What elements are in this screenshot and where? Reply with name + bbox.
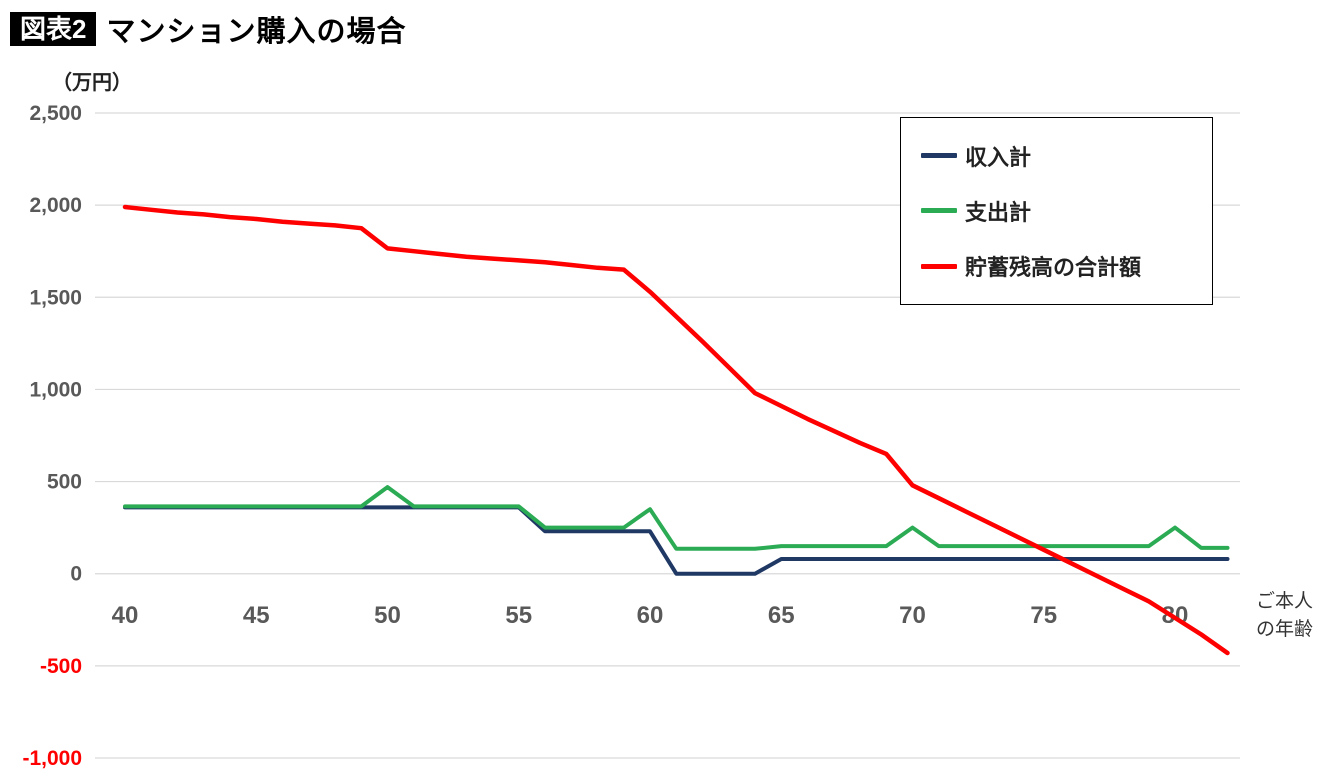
y-axis-unit-label: （万円） — [52, 72, 132, 94]
y-tick-label: 1,500 — [29, 286, 82, 309]
legend: 収入計支出計貯蓄残高の合計額 — [900, 117, 1213, 305]
y-tick-label: -1,000 — [22, 747, 82, 770]
y-tick-label: 2,500 — [29, 102, 82, 125]
x-tick-label: 70 — [899, 602, 926, 629]
figure-number-badge: 図表2 — [10, 12, 97, 46]
y-tick-label: 500 — [47, 471, 82, 494]
x-axis-title-line1: ご本人 — [1256, 591, 1314, 612]
legend-label: 支出計 — [965, 199, 1032, 225]
legend-label: 収入計 — [965, 144, 1032, 170]
y-tick-label: 2,000 — [29, 194, 82, 217]
x-tick-label: 40 — [112, 602, 139, 629]
x-tick-label: 50 — [374, 602, 401, 629]
x-axis-title-line2: の年齢 — [1256, 618, 1314, 640]
x-tick-label: 65 — [768, 602, 795, 629]
legend-swatch-income — [921, 153, 957, 159]
legend-swatch-savings — [921, 263, 957, 269]
y-tick-label: 1,000 — [29, 378, 82, 401]
chart-title: 図表2 マンション購入の場合 — [10, 8, 406, 50]
y-tick-label: -500 — [40, 655, 82, 678]
legend-label: 貯蓄残高の合計額 — [965, 255, 1142, 281]
x-tick-label: 55 — [505, 602, 532, 629]
chart-title-text: マンション購入の場合 — [106, 16, 407, 48]
series-line-income — [123, 505, 1230, 576]
x-axis-title: ご本人 の年齢 — [1256, 588, 1313, 643]
legend-item: 支出計 — [921, 195, 1212, 227]
x-tick-label: 45 — [243, 602, 270, 629]
x-tick-label: 60 — [637, 602, 664, 629]
legend-swatch-expense — [921, 208, 957, 214]
x-tick-label: 75 — [1030, 602, 1057, 629]
y-tick-label: 0 — [70, 563, 82, 586]
legend-item: 貯蓄残高の合計額 — [921, 250, 1212, 282]
series-line-savings — [122, 204, 1230, 656]
legend-item: 収入計 — [921, 140, 1212, 172]
series-line-expense — [123, 485, 1230, 551]
